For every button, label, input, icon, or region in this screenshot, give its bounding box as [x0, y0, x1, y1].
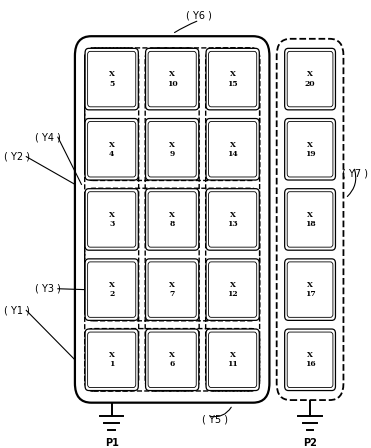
FancyBboxPatch shape: [209, 121, 257, 177]
Text: ( Y7 ): ( Y7 ): [342, 169, 368, 179]
FancyBboxPatch shape: [287, 121, 333, 177]
FancyBboxPatch shape: [85, 119, 138, 180]
FancyBboxPatch shape: [287, 52, 333, 107]
FancyBboxPatch shape: [148, 332, 196, 388]
Text: X
8: X 8: [169, 211, 175, 228]
FancyBboxPatch shape: [88, 192, 136, 247]
Text: X
5: X 5: [109, 70, 115, 88]
Text: X
13: X 13: [227, 211, 238, 228]
FancyBboxPatch shape: [148, 52, 196, 107]
Text: X
18: X 18: [305, 211, 315, 228]
FancyBboxPatch shape: [148, 262, 196, 317]
FancyBboxPatch shape: [206, 48, 259, 110]
FancyBboxPatch shape: [209, 192, 257, 247]
FancyBboxPatch shape: [285, 259, 335, 320]
FancyBboxPatch shape: [285, 119, 335, 180]
Text: X
17: X 17: [305, 281, 315, 298]
FancyBboxPatch shape: [206, 329, 259, 391]
FancyBboxPatch shape: [287, 262, 333, 317]
Text: P2: P2: [303, 438, 317, 448]
Text: ( Y2 ): ( Y2 ): [4, 151, 30, 162]
Text: ( Y6 ): ( Y6 ): [187, 11, 212, 21]
Text: P1: P1: [105, 438, 119, 448]
FancyBboxPatch shape: [85, 259, 138, 320]
FancyBboxPatch shape: [145, 329, 199, 391]
FancyBboxPatch shape: [206, 189, 259, 250]
FancyBboxPatch shape: [145, 119, 199, 180]
Text: X
6: X 6: [169, 351, 175, 368]
FancyBboxPatch shape: [88, 262, 136, 317]
Text: X
7: X 7: [169, 281, 175, 298]
Text: X
12: X 12: [227, 281, 238, 298]
FancyBboxPatch shape: [206, 119, 259, 180]
FancyBboxPatch shape: [88, 121, 136, 177]
Text: ( Y3 ): ( Y3 ): [35, 284, 61, 294]
FancyBboxPatch shape: [206, 259, 259, 320]
Text: X
1: X 1: [109, 351, 115, 368]
FancyBboxPatch shape: [285, 189, 335, 250]
FancyBboxPatch shape: [209, 262, 257, 317]
FancyBboxPatch shape: [285, 48, 335, 110]
Text: X
10: X 10: [167, 70, 178, 88]
Text: X
3: X 3: [109, 211, 115, 228]
Text: X
4: X 4: [109, 141, 115, 158]
Text: X
11: X 11: [227, 351, 238, 368]
FancyBboxPatch shape: [287, 332, 333, 388]
Text: X
20: X 20: [305, 70, 315, 88]
FancyBboxPatch shape: [75, 36, 269, 403]
FancyBboxPatch shape: [145, 189, 199, 250]
FancyBboxPatch shape: [88, 332, 136, 388]
FancyBboxPatch shape: [145, 48, 199, 110]
Text: X
2: X 2: [109, 281, 115, 298]
FancyBboxPatch shape: [145, 259, 199, 320]
FancyBboxPatch shape: [285, 329, 335, 391]
FancyBboxPatch shape: [85, 48, 138, 110]
FancyBboxPatch shape: [209, 52, 257, 107]
Text: ( Y4 ): ( Y4 ): [35, 132, 61, 142]
FancyBboxPatch shape: [148, 192, 196, 247]
FancyBboxPatch shape: [85, 329, 138, 391]
Text: ( Y5 ): ( Y5 ): [201, 415, 228, 425]
Text: ( Y1 ): ( Y1 ): [4, 306, 30, 315]
Text: X
15: X 15: [227, 70, 238, 88]
FancyBboxPatch shape: [88, 52, 136, 107]
FancyBboxPatch shape: [148, 121, 196, 177]
Text: X
14: X 14: [227, 141, 238, 158]
FancyBboxPatch shape: [287, 192, 333, 247]
Text: X
16: X 16: [305, 351, 315, 368]
Text: X
19: X 19: [305, 141, 315, 158]
FancyBboxPatch shape: [209, 332, 257, 388]
FancyBboxPatch shape: [85, 189, 138, 250]
Text: X
9: X 9: [169, 141, 175, 158]
